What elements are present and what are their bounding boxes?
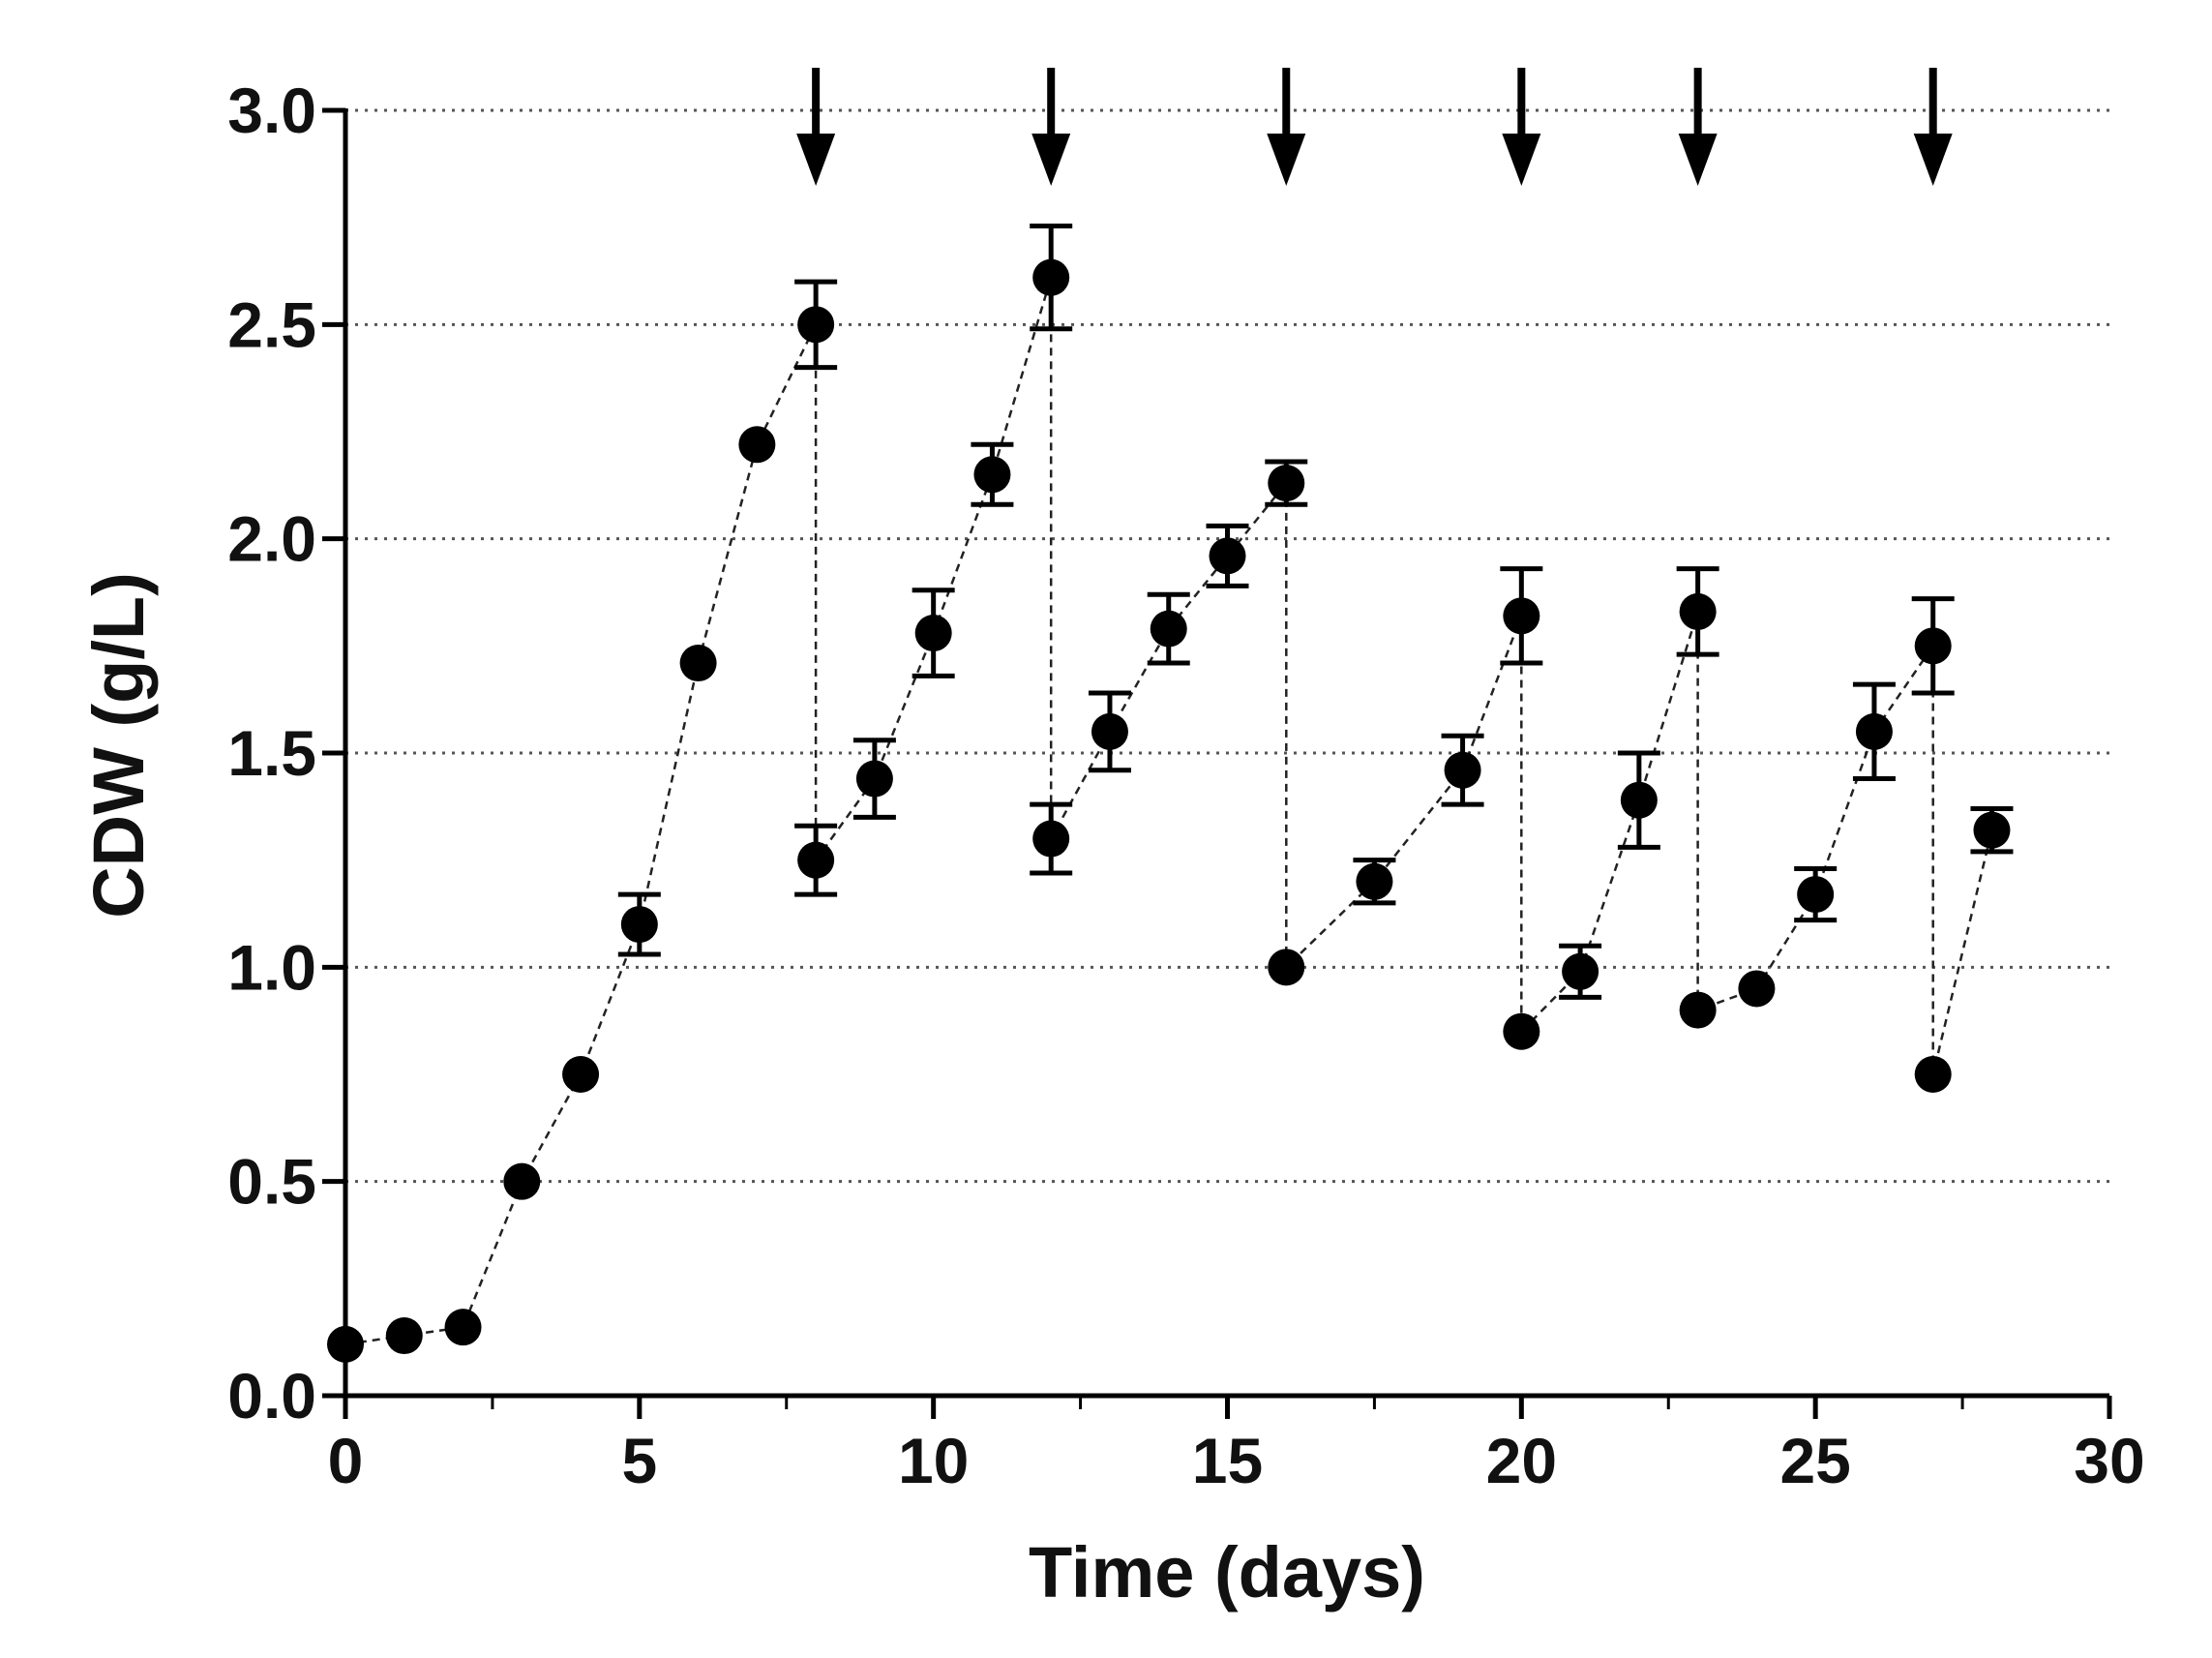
data-point: [1855, 712, 1893, 750]
y-tick-labels: 0.0 0.5 1.0 1.5 2.0 2.5 3.0: [227, 75, 316, 1432]
arrow-head: [1678, 134, 1718, 186]
x-tick-label: 5: [621, 1425, 657, 1496]
down-arrow-icon: [796, 68, 836, 186]
data-point: [1091, 712, 1128, 750]
y-tick-label: 0.5: [227, 1146, 316, 1218]
data-point: [797, 841, 835, 879]
data-point: [1562, 952, 1599, 990]
data-point: [1503, 1012, 1540, 1050]
data-point: [797, 306, 835, 344]
data-point: [1356, 862, 1393, 900]
data-point: [385, 1317, 423, 1355]
data-point: [1679, 592, 1717, 630]
y-tick-label: 2.0: [227, 503, 316, 575]
x-axis-title: Time (days): [1029, 1532, 1425, 1613]
data-point: [738, 426, 776, 464]
x-tick-label: 10: [898, 1425, 969, 1496]
data-point: [1620, 781, 1658, 819]
data-point: [1797, 876, 1835, 914]
down-arrow-icon: [1267, 68, 1306, 186]
data-point: [620, 906, 658, 944]
data-point: [1444, 751, 1481, 789]
y-tick-label: 3.0: [227, 75, 316, 146]
y-tick-label: 1.0: [227, 931, 316, 1003]
data-point: [1914, 627, 1952, 665]
arrow-head: [1913, 134, 1953, 186]
down-arrow-icon: [1502, 68, 1541, 186]
arrow-head: [796, 134, 836, 186]
x-tick-label: 20: [1486, 1425, 1557, 1496]
data-series: [327, 224, 2014, 1363]
y-tick-label: 2.5: [227, 288, 316, 360]
x-tick-label: 15: [1192, 1425, 1263, 1496]
data-point: [1973, 811, 2011, 849]
axes: [322, 107, 2112, 1419]
x-tick-labels: 0 5 10 15 20 25 30: [328, 1425, 2145, 1496]
data-point: [1679, 991, 1717, 1029]
data-point: [1268, 465, 1305, 502]
data-point: [855, 760, 893, 798]
arrow-head: [1267, 134, 1306, 186]
data-point: [1209, 537, 1246, 575]
x-tick-label: 25: [1779, 1425, 1850, 1496]
data-point: [1738, 970, 1776, 1008]
y-tick-label: 0.0: [227, 1360, 316, 1432]
data-point: [1914, 1056, 1952, 1093]
arrow-annotations: [796, 68, 1953, 186]
data-point: [914, 615, 952, 652]
y-tick-label: 1.5: [227, 717, 316, 789]
data-point: [562, 1056, 600, 1093]
data-point: [679, 645, 717, 682]
arrow-head: [1031, 134, 1071, 186]
data-point: [1268, 949, 1305, 986]
data-point: [444, 1309, 482, 1346]
down-arrow-icon: [1913, 68, 1953, 186]
data-point: [973, 456, 1011, 494]
series-line: [344, 277, 1993, 1346]
down-arrow-icon: [1031, 68, 1071, 186]
x-tick-label: 0: [328, 1425, 364, 1496]
data-point: [327, 1325, 364, 1363]
y-axis-title: CDW (g/L): [78, 572, 159, 919]
data-point: [1150, 610, 1187, 648]
grid-lines: [345, 108, 2109, 1184]
down-arrow-icon: [1678, 68, 1718, 186]
data-point: [1503, 597, 1540, 635]
data-point: [1032, 258, 1070, 296]
x-tick-label: 30: [2074, 1425, 2144, 1496]
data-point: [503, 1162, 541, 1200]
data-point: [1032, 820, 1070, 858]
arrow-head: [1502, 134, 1541, 186]
